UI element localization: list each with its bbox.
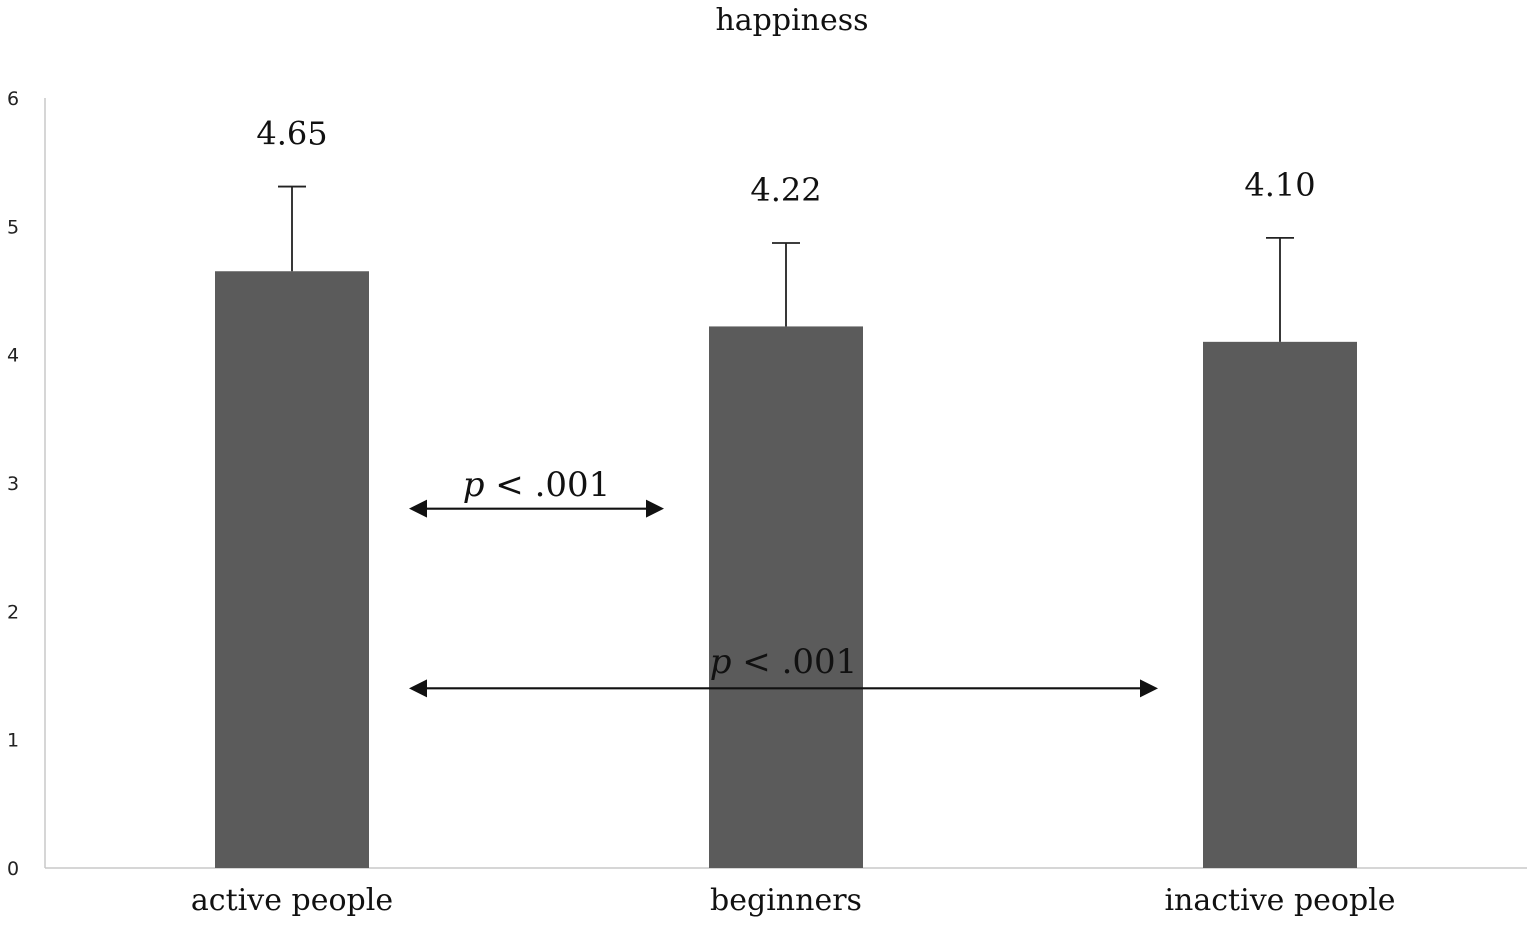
- p-symbol: p: [463, 465, 485, 505]
- significance-label: p < .001: [463, 465, 611, 505]
- y-tick-label: 0: [7, 858, 19, 880]
- arrow-head-right: [646, 499, 664, 518]
- y-tick-label: 4: [7, 345, 19, 367]
- y-axis: 0 1 2 3 4 5 6: [7, 88, 46, 880]
- data-label: 4.10: [1244, 166, 1315, 204]
- chart-title: happiness: [715, 3, 868, 38]
- x-tick-label: active people: [191, 883, 393, 918]
- arrow-head-left: [409, 499, 427, 518]
- y-tick-label: 2: [7, 601, 19, 623]
- y-tick-label: 6: [7, 88, 19, 110]
- data-label: 4.22: [750, 171, 821, 209]
- y-tick-label: 3: [7, 473, 19, 495]
- bar: [215, 271, 369, 868]
- arrow-head-right: [1140, 679, 1158, 698]
- p-value: < .001: [484, 465, 610, 505]
- y-tick-label: 1: [7, 730, 19, 752]
- significance-label: p < .001: [710, 642, 858, 682]
- p-value: < .001: [731, 642, 857, 682]
- bar: [1203, 341, 1357, 868]
- arrow-head-left: [409, 679, 427, 698]
- data-label: 4.65: [256, 115, 327, 153]
- x-tick-label: inactive people: [1164, 883, 1395, 918]
- bar: [709, 326, 863, 868]
- bars: 4.65 active people 4.22 beginners 4.10 inacti…: [191, 115, 1396, 918]
- y-tick-label: 5: [7, 216, 19, 238]
- x-tick-label: beginners: [710, 883, 862, 918]
- p-symbol: p: [710, 642, 732, 682]
